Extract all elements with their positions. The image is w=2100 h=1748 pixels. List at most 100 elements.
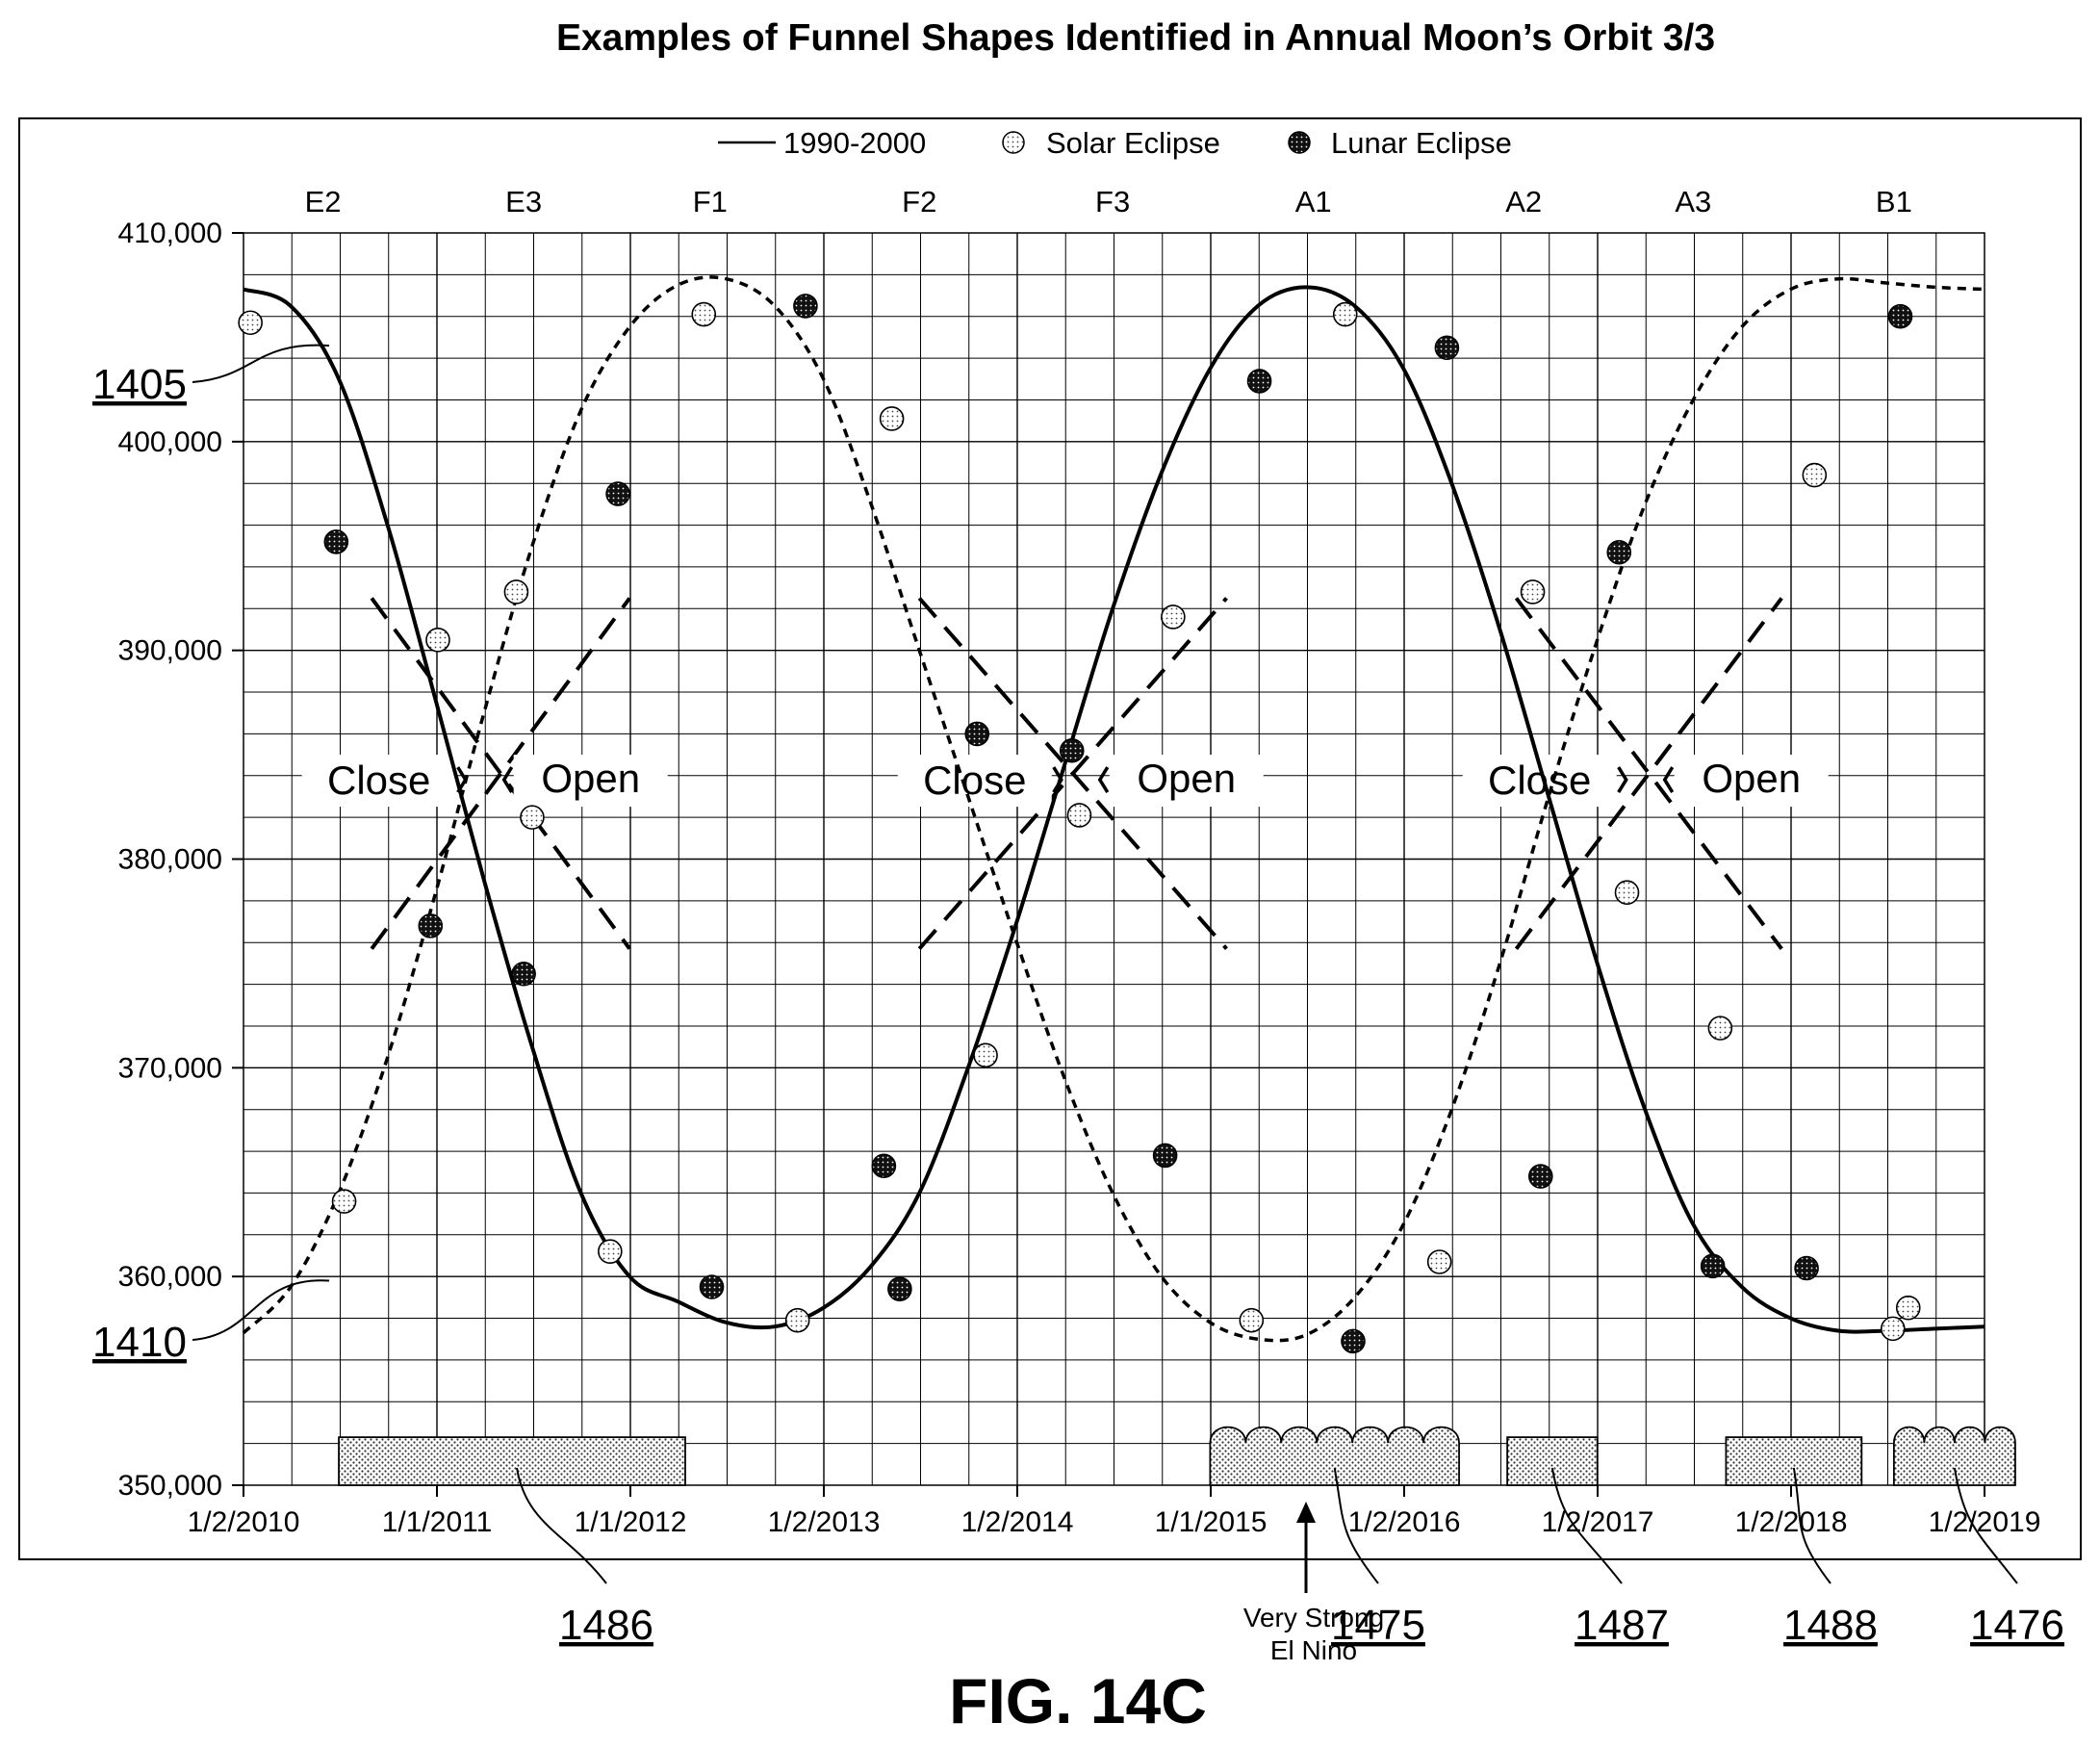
solar-eclipse-point <box>1880 1316 1906 1342</box>
chart-frame <box>18 117 2082 1560</box>
series-line-dashed <box>242 275 1985 1343</box>
legend-lunar-marker <box>1288 131 1311 154</box>
funnel-line-up <box>370 597 631 950</box>
solar-eclipse-point <box>784 1307 810 1333</box>
funnel-label-bg <box>301 755 456 808</box>
lunar-eclipse-point <box>323 529 349 554</box>
lunar-eclipse-point <box>1794 1255 1819 1281</box>
top-label: A1 <box>1295 185 1332 218</box>
funnel-line-up <box>1514 597 1783 950</box>
funnel-line-down <box>370 597 631 950</box>
funnel-chevron-close <box>1617 766 1628 794</box>
funnel-label-bg <box>897 755 1052 808</box>
callout-leader <box>1550 1467 1623 1584</box>
funnel-open-label: Open <box>1702 756 1801 801</box>
solar-eclipse-point <box>1707 1015 1733 1041</box>
callout-label: 1486 <box>559 1602 653 1649</box>
y-tick-label: 380,000 <box>118 844 222 876</box>
lunar-eclipse-point <box>1528 1164 1553 1189</box>
lunar-eclipse-point <box>793 294 818 319</box>
y-tick-label: 350,000 <box>118 1470 222 1502</box>
lunar-eclipse-point <box>1341 1328 1366 1354</box>
solar-eclipse-point <box>1520 579 1546 604</box>
x-tick-label: 1/2/2019 <box>1929 1506 2041 1538</box>
figure-label: FIG. 14C <box>949 1665 1207 1736</box>
x-tick-label: 1/2/2013 <box>768 1506 881 1538</box>
callout-label: 1487 <box>1575 1602 1669 1649</box>
el-nino-arrowhead <box>1296 1502 1317 1523</box>
lunar-eclipse-point <box>511 961 536 987</box>
y-tick-label: 370,000 <box>118 1052 222 1084</box>
x-tick-label: 1/2/2016 <box>1348 1506 1461 1538</box>
funnel-chevron-open <box>501 766 514 794</box>
solar-eclipse-point <box>503 579 529 604</box>
solar-eclipse-point <box>331 1189 357 1214</box>
x-tick-label: 1/2/2017 <box>1542 1506 1654 1538</box>
solar-eclipse-point <box>598 1239 623 1264</box>
solar-eclipse-point <box>1066 803 1092 828</box>
legend: 1990-2000 Solar Eclipse Lunar Eclipse <box>718 126 1512 160</box>
callouts: 1405 1410 <box>92 344 330 1366</box>
legend-solar-marker <box>1002 131 1025 154</box>
chart-title: Examples of Funnel Shapes Identified in … <box>556 17 1715 59</box>
lunar-eclipse-point <box>1059 737 1085 763</box>
lunar-eclipse-point <box>1887 303 1913 329</box>
series-callout-label: 1405 <box>92 361 187 408</box>
period-bar <box>1725 1436 1863 1486</box>
funnel-open-label: Open <box>1137 756 1236 801</box>
solar-eclipse-point <box>1161 604 1186 630</box>
funnel-label-bg <box>1109 755 1264 808</box>
funnel-open-label: Open <box>541 756 640 801</box>
funnel-label-bg <box>513 755 668 808</box>
solar-eclipse-point <box>1895 1295 1921 1321</box>
solar-eclipse-point <box>1426 1249 1452 1274</box>
funnel-line-up <box>917 597 1228 951</box>
x-tick-label: 1/2/2018 <box>1735 1506 1848 1538</box>
lunar-eclipse-point <box>605 481 630 506</box>
solar-eclipse-point <box>1614 880 1640 905</box>
solar-eclipse-point <box>520 805 545 830</box>
callout-label: 1475 <box>1331 1602 1425 1649</box>
solar-eclipse-point <box>425 628 450 653</box>
period-bar-scalloped <box>1892 1426 2016 1486</box>
lunar-eclipse-point <box>1434 335 1460 361</box>
top-label: F3 <box>1095 185 1130 218</box>
grid <box>243 232 1985 1486</box>
callout-leader <box>516 1467 607 1584</box>
y-axis-ticks: 410,000 400,000 390,000 380,000 370,000 360,0… <box>118 218 243 1502</box>
legend-solar-label: Solar Eclipse <box>1046 126 1220 160</box>
solar-eclipse-point <box>1239 1307 1265 1333</box>
x-axis-ticks: 1/2/2010 1/1/2011 1/1/2012 1/2/2013 1/2/2014… <box>188 1485 2041 1538</box>
eclipse-points <box>238 294 1921 1354</box>
lunar-eclipse-point <box>1246 369 1272 394</box>
period-bars: 1486 1475 1487 1488 1476 Very Strong El Nino <box>338 1426 2064 1665</box>
el-nino-note-line1: Very Strong <box>1243 1603 1384 1632</box>
y-tick-label: 390,000 <box>118 635 222 667</box>
top-label: E2 <box>305 185 342 218</box>
series-lines <box>242 275 1985 1343</box>
lunar-eclipse-point <box>871 1153 897 1179</box>
x-tick-label: 1/1/2011 <box>382 1506 493 1538</box>
lunar-eclipse-point <box>418 913 444 938</box>
solar-eclipse-point <box>973 1042 998 1068</box>
period-bar <box>1506 1436 1599 1486</box>
y-tick-label: 360,000 <box>118 1261 222 1293</box>
funnels: Close Open Close Open Close Open <box>301 597 1829 951</box>
solar-eclipse-point <box>1802 462 1828 488</box>
top-label: F2 <box>902 185 936 218</box>
el-nino-note-line2: El Nino <box>1270 1635 1357 1665</box>
x-tick-label: 1/2/2010 <box>188 1506 300 1538</box>
callout-label: 1476 <box>1970 1602 2064 1649</box>
y-tick-label: 410,000 <box>118 218 222 249</box>
lunar-eclipse-point <box>964 721 990 747</box>
x-tick-label: 1/1/2015 <box>1155 1506 1268 1538</box>
lunar-eclipse-point <box>699 1274 725 1299</box>
series-callout-label: 1410 <box>92 1319 187 1366</box>
legend-lunar-label: Lunar Eclipse <box>1331 126 1512 160</box>
funnel-close-label: Close <box>923 758 1026 803</box>
x-tick-label: 1/1/2012 <box>575 1506 687 1538</box>
top-label: F1 <box>693 185 728 218</box>
funnel-line-down <box>1514 597 1783 950</box>
